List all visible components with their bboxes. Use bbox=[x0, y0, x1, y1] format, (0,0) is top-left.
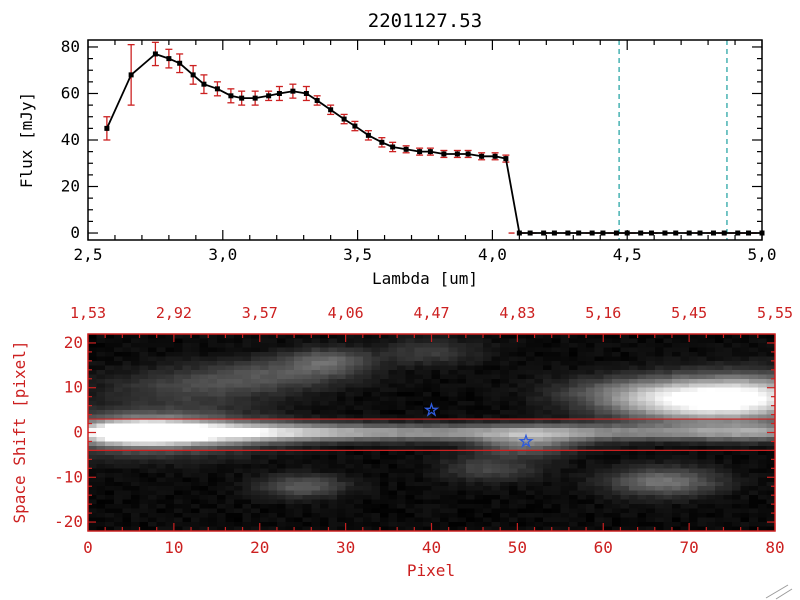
y-tick-label: 40 bbox=[61, 130, 80, 149]
error-bars bbox=[103, 41, 510, 163]
pixel-axis-label: Pixel bbox=[407, 561, 455, 580]
space-shift-tick-label: -10 bbox=[54, 467, 83, 486]
top-chart-ticks bbox=[87, 40, 763, 240]
y-tick-label: 60 bbox=[61, 83, 80, 102]
x-tick-label: 2,5 bbox=[74, 245, 103, 264]
wavelength-tick-label: 4,47 bbox=[413, 304, 449, 322]
pixel-tick-label: 70 bbox=[679, 538, 698, 557]
flux-axis-label: Flux [mJy] bbox=[17, 92, 36, 188]
star-marker bbox=[423, 402, 440, 417]
wavelength-tick-label: 5,16 bbox=[585, 304, 621, 322]
y-tick-label: 0 bbox=[70, 223, 80, 242]
pixel-tick-label: 80 bbox=[765, 538, 784, 557]
y-tick-label: 80 bbox=[61, 37, 80, 56]
x-tick-label: 3,0 bbox=[208, 245, 237, 264]
y-tick-label: 20 bbox=[61, 177, 80, 196]
wavelength-tick-label: 1,53 bbox=[70, 304, 106, 322]
wavelength-tick-label: 3,57 bbox=[242, 304, 278, 322]
wavelength-tick-label: 5,55 bbox=[757, 304, 793, 322]
spectrum-line bbox=[106, 53, 762, 234]
plot-title: 2201127.53 bbox=[368, 10, 482, 32]
x-tick-label: 4,0 bbox=[478, 245, 507, 264]
pixel-tick-label: 40 bbox=[422, 538, 441, 557]
pixel-tick-label: 10 bbox=[164, 538, 183, 557]
pixel-tick-label: 60 bbox=[594, 538, 613, 557]
corner-grip-icon bbox=[765, 584, 793, 600]
wavelength-tick-label: 5,45 bbox=[671, 304, 707, 322]
space-shift-tick-label: 0 bbox=[73, 423, 83, 442]
bottom-chart-tick-labels: 1,53 2,92 3,57 4,06 4,47 4,83 5,16 5,45 5,55 0 10 2… bbox=[54, 304, 793, 557]
pixel-tick-label: 30 bbox=[336, 538, 355, 557]
space-shift-tick-label: 10 bbox=[64, 378, 83, 397]
bottom-axes-frame bbox=[87, 333, 776, 532]
pixel-tick-label: 20 bbox=[250, 538, 269, 557]
wavelength-tick-label: 4,83 bbox=[499, 304, 535, 322]
bottom-chart: 1,53 2,92 3,57 4,06 4,47 4,83 5,16 5,45 5,55 0 10 2… bbox=[54, 304, 793, 557]
space-shift-tick-label: 20 bbox=[64, 333, 83, 352]
spectral-2d-image bbox=[88, 334, 775, 531]
top-axes-frame bbox=[87, 39, 763, 241]
pixel-tick-label: 50 bbox=[508, 538, 527, 557]
top-chart-tick-labels: 2,5 3,0 3,5 4,0 4,5 5,0 0 20 40 60 80 bbox=[61, 37, 777, 264]
pixel-tick-label: 0 bbox=[83, 538, 93, 557]
x-tick-label: 4,5 bbox=[613, 245, 642, 264]
top-chart: 2,5 3,0 3,5 4,0 4,5 5,0 0 20 40 60 80 bbox=[61, 37, 777, 264]
bottom-chart-ticks bbox=[87, 334, 776, 531]
wavelength-tick-label: 2,92 bbox=[156, 304, 192, 322]
space-shift-tick-label: -20 bbox=[54, 512, 83, 531]
wavelength-tick-label: 4,06 bbox=[328, 304, 364, 322]
x-tick-label: 3,5 bbox=[343, 245, 372, 264]
x-tick-label: 5,0 bbox=[748, 245, 777, 264]
star-marker bbox=[518, 433, 534, 449]
space-shift-axis-label: Space Shift [pixel] bbox=[10, 340, 29, 523]
lambda-axis-label: Lambda [um] bbox=[372, 269, 478, 288]
